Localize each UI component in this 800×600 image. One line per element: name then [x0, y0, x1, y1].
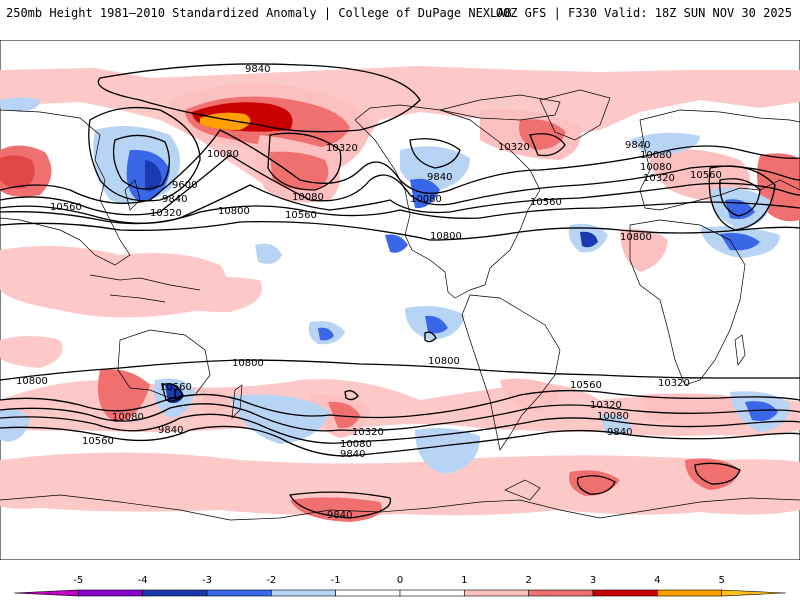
contour-label: 10080	[410, 194, 442, 205]
contour-label: 10320	[658, 378, 690, 389]
contour-label: 10080	[597, 411, 629, 422]
height-contours	[0, 63, 800, 519]
colorbar-tick-label: -4	[138, 575, 148, 586]
colorbar-swatch	[142, 589, 208, 597]
colorbar-tick-label: 4	[654, 575, 660, 586]
contour-label: 9840	[340, 449, 365, 460]
contour-label: 10560	[285, 210, 317, 221]
colorbar-swatch	[657, 589, 722, 597]
colorbar-swatch	[335, 589, 401, 597]
contour-label: 10560	[82, 436, 114, 447]
contour-label: 10800	[218, 206, 250, 217]
colorbar-swatch	[592, 589, 658, 597]
contour-labels: 9840 10080 10320 9600 9840 10560 10320 1…	[16, 64, 722, 521]
contour-label: 10080	[640, 150, 672, 161]
colorbar-tick-label: -3	[202, 575, 212, 586]
contour-label: 10080	[640, 162, 672, 173]
contour-label: 10800	[16, 376, 48, 387]
colorbar-swatch	[206, 589, 272, 597]
contour-label: 10320	[498, 142, 530, 153]
contour-label: 10320	[643, 173, 675, 184]
anomaly-colorbar: -5 -4 -3 -2 -1 0 1 2 3 4 5	[13, 575, 787, 597]
colorbar-tick-label: 3	[590, 575, 596, 586]
colorbar-tick-label: -5	[73, 575, 83, 586]
contour-label: 10560	[530, 197, 562, 208]
colorbar-tick-label: 0	[397, 575, 403, 586]
colorbar-ticks: -5 -4 -3 -2 -1 0 1 2 3 4 5	[73, 575, 725, 586]
contour-label: 10800	[430, 231, 462, 242]
colorbar-swatch	[13, 589, 79, 597]
contour-label: 10320	[590, 400, 622, 411]
contour-label: 9840	[607, 427, 632, 438]
colorbar-tick-label: 1	[461, 575, 467, 586]
colorbar-swatches	[13, 589, 787, 597]
contour-label: 9600	[172, 180, 197, 191]
colorbar-swatch	[464, 589, 529, 597]
contour-label: 9840	[158, 425, 183, 436]
contour-label: 10800	[232, 358, 264, 369]
map-title: 250mb Height 1981–2010 Standardized Anom…	[6, 6, 512, 20]
contour-label: 10320	[150, 208, 182, 219]
contour-label: 9840	[162, 194, 187, 205]
contour-label: 9840	[245, 64, 270, 75]
model-run-label: 00Z GFS | F330 Valid: 18Z SUN NOV 30 202…	[495, 6, 792, 20]
contour-label: 10560	[570, 380, 602, 391]
contour-label: 10320	[352, 427, 384, 438]
colorbar-tick-label: 2	[525, 575, 531, 586]
colorbar-swatch	[399, 589, 465, 597]
colorbar-swatch	[78, 589, 143, 597]
colorbar-tick-label: 5	[718, 575, 724, 586]
anomaly-map: 9840 10080 10320 9600 9840 10560 10320 1…	[0, 40, 800, 560]
contour-label: 9840	[427, 172, 452, 183]
colorbar-swatch	[721, 589, 787, 597]
colorbar-swatch	[528, 589, 594, 597]
colorbar-tick-label: -1	[331, 575, 341, 586]
contour-label: 10560	[50, 202, 82, 213]
contour-label: 10320	[326, 143, 358, 154]
contour-label: 10080	[340, 439, 372, 450]
contour-label: 9840	[327, 510, 352, 521]
contour-label: 10800	[620, 232, 652, 243]
contour-label: 10080	[292, 192, 324, 203]
colorbar-swatch	[271, 589, 336, 597]
contour-label: 10560	[160, 382, 192, 393]
contour-label: 9840	[625, 140, 650, 151]
colorbar-tick-label: -2	[266, 575, 276, 586]
contour-label: 10800	[428, 356, 460, 367]
contour-label: 10560	[690, 170, 722, 181]
contour-label: 10080	[112, 412, 144, 423]
contour-label: 10080	[207, 149, 239, 160]
